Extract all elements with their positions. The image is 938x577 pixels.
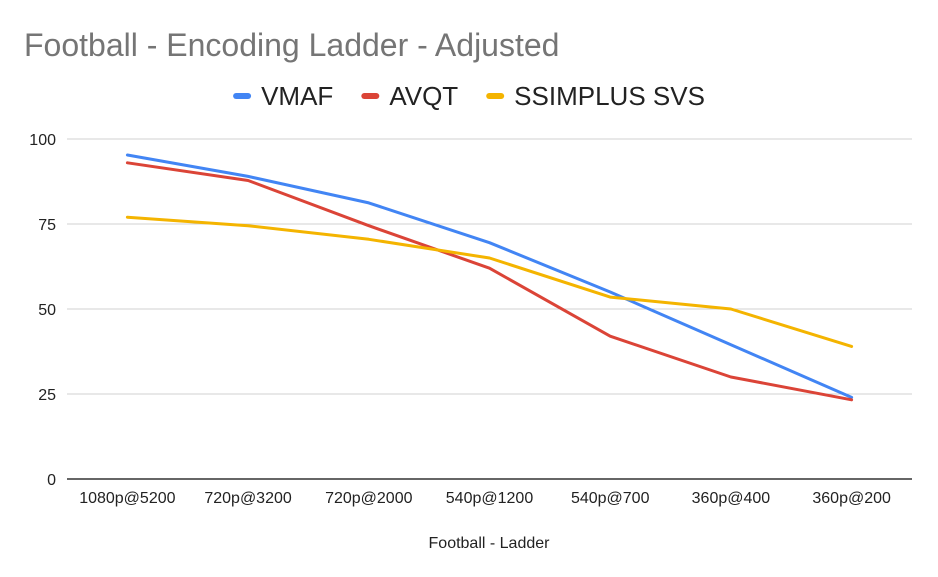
legend-item: VMAF <box>233 81 333 111</box>
legend: VMAF AVQT SSIMPLUS SVS <box>233 81 705 111</box>
series-line-vmaf <box>125 153 854 399</box>
x-tick-label: 360p@200 <box>812 490 891 507</box>
y-tick-label: 25 <box>38 387 56 404</box>
legend-item: AVQT <box>361 81 458 111</box>
y-tick-label: 75 <box>38 217 56 234</box>
y-axis-ticks: 0 25 50 75 100 <box>29 132 56 489</box>
x-tick-label: 360p@400 <box>692 490 771 507</box>
series-group <box>125 153 854 402</box>
x-axis-ticks: 1080p@5200 720p@3200 720p@2000 540p@1200 540… <box>79 490 891 507</box>
legend-swatch <box>361 93 380 99</box>
x-tick-label: 540p@1200 <box>446 490 534 507</box>
y-tick-label: 50 <box>38 302 56 319</box>
y-tick-label: 100 <box>29 132 56 149</box>
legend-label: SSIMPLUS SVS <box>514 81 705 111</box>
x-tick-label: 540p@700 <box>571 490 650 507</box>
gridlines <box>67 138 912 480</box>
legend-label: VMAF <box>261 81 333 111</box>
x-axis-title: Football - Ladder <box>429 535 551 552</box>
series-line-ssimplus-svs <box>125 215 854 348</box>
legend-label: AVQT <box>389 81 458 111</box>
series-line-avqt <box>125 161 854 402</box>
x-tick-label: 1080p@5200 <box>79 490 175 507</box>
legend-item: SSIMPLUS SVS <box>486 81 705 111</box>
y-tick-label: 0 <box>47 472 56 489</box>
x-tick-label: 720p@2000 <box>325 490 413 507</box>
legend-swatch <box>486 93 505 99</box>
chart-title: Football - Encoding Ladder - Adjusted <box>24 27 559 63</box>
x-tick-label: 720p@3200 <box>204 490 292 507</box>
legend-swatch <box>233 93 252 99</box>
